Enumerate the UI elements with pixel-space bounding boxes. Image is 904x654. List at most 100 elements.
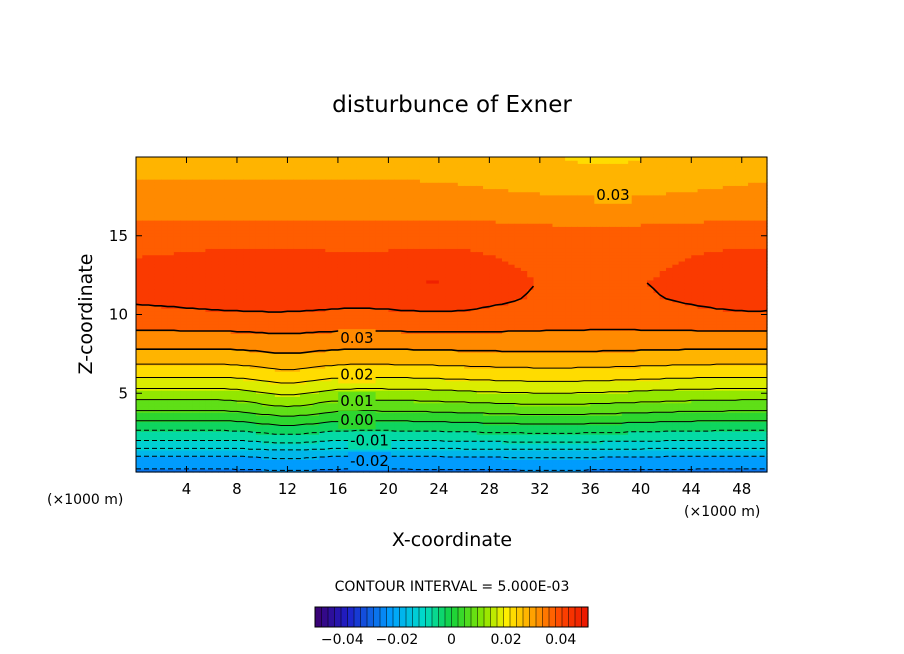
field-cell bbox=[180, 201, 188, 205]
field-cell bbox=[426, 235, 434, 240]
field-cell bbox=[281, 440, 289, 445]
field-cell bbox=[142, 194, 150, 199]
field-cell bbox=[218, 342, 225, 347]
field-cell bbox=[262, 213, 270, 218]
field-cell bbox=[369, 216, 377, 221]
field-cell bbox=[167, 333, 175, 338]
field-cell bbox=[331, 210, 339, 215]
field-cell bbox=[236, 226, 244, 231]
field-cell bbox=[356, 229, 364, 234]
field-cell bbox=[205, 185, 213, 190]
field-cell bbox=[136, 305, 143, 309]
field-cell bbox=[148, 333, 156, 338]
field-cell bbox=[218, 305, 225, 309]
field-cell bbox=[230, 434, 238, 438]
field-cell bbox=[167, 191, 175, 196]
field-cell bbox=[262, 270, 270, 275]
field-cell bbox=[224, 289, 232, 294]
field-cell bbox=[388, 188, 396, 193]
field-cell bbox=[205, 245, 213, 249]
field-cell bbox=[268, 194, 276, 199]
field-cell bbox=[337, 383, 345, 388]
field-cell bbox=[331, 371, 339, 375]
field-cell bbox=[167, 279, 175, 284]
field-cell bbox=[249, 166, 257, 171]
field-cell bbox=[136, 374, 143, 379]
field-cell bbox=[394, 434, 402, 438]
field-cell bbox=[382, 317, 389, 322]
field-cell bbox=[236, 424, 244, 429]
field-cell bbox=[426, 270, 434, 275]
field-cell bbox=[281, 191, 289, 196]
field-cell bbox=[445, 427, 453, 432]
field-cell bbox=[186, 468, 194, 473]
field-cell bbox=[306, 276, 314, 281]
field-cell bbox=[407, 323, 415, 328]
field-cell bbox=[306, 393, 314, 397]
field-cell bbox=[293, 257, 301, 262]
field-cell bbox=[180, 405, 188, 410]
field-cell bbox=[161, 179, 169, 183]
field-cell bbox=[161, 462, 169, 467]
field-cell bbox=[369, 355, 377, 360]
field-cell bbox=[236, 305, 244, 309]
field-cell bbox=[142, 301, 150, 306]
field-cell bbox=[205, 298, 213, 303]
field-cell bbox=[148, 257, 156, 262]
field-cell bbox=[142, 317, 150, 322]
field-cell bbox=[388, 251, 396, 256]
field-cell bbox=[394, 248, 402, 253]
field-cell bbox=[325, 172, 333, 177]
field-cell bbox=[401, 245, 408, 249]
field-cell bbox=[394, 283, 402, 287]
field-cell bbox=[337, 279, 345, 284]
field-cell bbox=[350, 346, 358, 350]
field-cell bbox=[287, 229, 295, 234]
field-cell bbox=[445, 210, 453, 215]
field-cell bbox=[337, 305, 345, 309]
field-cell bbox=[407, 298, 415, 303]
field-cell bbox=[154, 276, 162, 281]
field-cell bbox=[300, 465, 307, 470]
field-cell bbox=[337, 260, 345, 265]
field-cell bbox=[230, 179, 238, 183]
field-cell bbox=[148, 166, 156, 171]
field-cell bbox=[306, 453, 314, 457]
field-cell bbox=[180, 175, 188, 180]
field-cell bbox=[438, 207, 446, 212]
field-cell bbox=[413, 254, 421, 259]
field-cell bbox=[199, 172, 207, 177]
field-cell bbox=[300, 292, 307, 297]
field-cell bbox=[344, 273, 352, 278]
field-cell bbox=[300, 327, 307, 331]
field-cell bbox=[192, 292, 200, 297]
field-cell bbox=[136, 333, 143, 338]
field-cell bbox=[218, 163, 225, 168]
field-cell bbox=[445, 267, 453, 271]
field-cell bbox=[438, 289, 446, 294]
field-cell bbox=[445, 434, 453, 438]
field-cell bbox=[142, 431, 150, 435]
field-cell bbox=[394, 163, 402, 168]
field-cell bbox=[173, 257, 181, 262]
field-cell bbox=[331, 383, 339, 388]
field-cell bbox=[331, 336, 339, 341]
field-cell bbox=[419, 409, 427, 413]
field-cell bbox=[211, 349, 219, 353]
field-cell bbox=[388, 368, 396, 372]
field-cell bbox=[350, 160, 358, 164]
field-cell bbox=[300, 330, 307, 334]
field-cell bbox=[419, 434, 427, 438]
field-cell bbox=[432, 346, 440, 350]
field-cell bbox=[180, 267, 188, 271]
field-cell bbox=[205, 238, 213, 243]
field-cell bbox=[306, 175, 314, 180]
field-cell bbox=[344, 295, 352, 300]
field-cell bbox=[211, 380, 219, 385]
field-cell bbox=[236, 229, 244, 234]
field-cell bbox=[161, 346, 169, 350]
field-cell bbox=[344, 279, 352, 284]
field-cell bbox=[262, 172, 270, 177]
field-cell bbox=[262, 204, 270, 208]
field-cell bbox=[312, 327, 320, 331]
